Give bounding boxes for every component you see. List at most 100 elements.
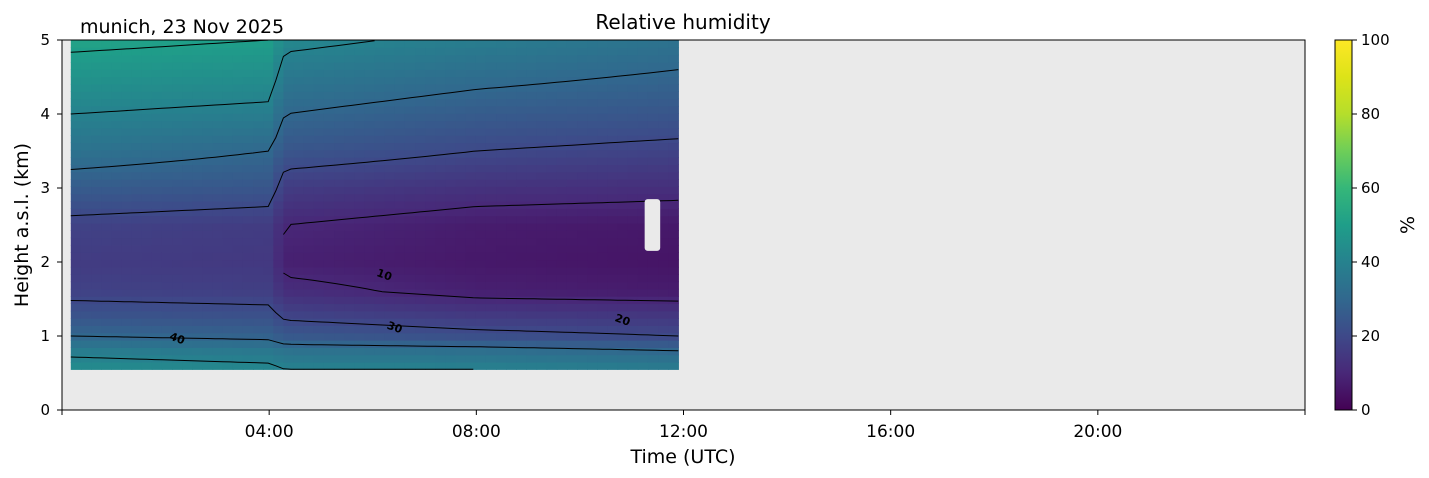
heat-cell <box>394 98 406 107</box>
contour-line <box>70 40 269 53</box>
heat-cell <box>617 135 629 144</box>
heat-cell <box>546 266 558 275</box>
heat-cell <box>151 252 163 261</box>
heat-cell <box>242 230 254 239</box>
heat-cell <box>354 54 366 63</box>
heat-cell <box>536 222 548 231</box>
heat-cell <box>374 91 386 100</box>
heat-cell <box>485 259 497 268</box>
heat-cell <box>394 208 406 217</box>
heat-cell <box>253 303 264 312</box>
heat-cell <box>364 230 376 239</box>
heat-cell <box>263 193 274 202</box>
heat-cell <box>182 288 193 297</box>
heat-cell <box>212 325 224 334</box>
heat-cell <box>546 193 558 202</box>
heat-cell <box>475 354 487 363</box>
heat-cell <box>556 135 568 144</box>
heat-cell <box>475 208 487 217</box>
heat-cell <box>263 354 274 363</box>
heat-cell <box>516 354 528 363</box>
heat-cell <box>384 281 396 290</box>
heat-cell <box>475 274 487 283</box>
heat-cell <box>364 98 376 107</box>
heat-cell <box>222 318 234 326</box>
heat-cell <box>202 186 214 195</box>
heat-cell <box>404 186 416 195</box>
heat-cell <box>425 69 436 78</box>
heat-cell <box>435 47 447 56</box>
heat-cell <box>485 61 497 70</box>
heat-cell <box>627 274 639 283</box>
heat-cell <box>192 281 204 290</box>
heat-cell <box>445 281 457 290</box>
colorbar-label: % <box>1397 216 1419 234</box>
heat-cell <box>668 91 679 100</box>
heat-cell <box>334 281 345 290</box>
heat-cell <box>496 281 507 290</box>
heat-cell <box>404 266 416 275</box>
heat-cell <box>647 340 659 348</box>
heat-cell <box>131 127 143 136</box>
heat-cell <box>668 149 679 158</box>
heat-cell <box>668 47 679 56</box>
heat-cell <box>475 135 487 144</box>
heat-cell <box>536 157 548 165</box>
heat-cell <box>597 215 609 224</box>
heat-cell <box>516 259 528 268</box>
heat-cell <box>242 354 254 363</box>
heat-cell <box>617 113 629 122</box>
heat-cell <box>313 222 325 231</box>
heat-cell <box>506 149 517 158</box>
heat-cell <box>475 120 487 129</box>
heat-cell <box>273 296 285 305</box>
heat-cell <box>303 120 315 129</box>
heat-cell <box>101 252 112 261</box>
heat-cell <box>435 332 447 341</box>
heat-cell <box>91 61 102 70</box>
heat-cell <box>182 105 193 114</box>
heat-cell <box>242 164 254 173</box>
heat-cell <box>131 266 143 275</box>
heat-cell <box>182 40 193 48</box>
heat-cell <box>394 40 406 48</box>
heat-cell <box>577 340 588 348</box>
heat-cell <box>607 171 619 180</box>
x-tick-label: 04:00 <box>245 422 294 442</box>
heat-cell <box>465 222 477 231</box>
heat-cell <box>556 288 568 297</box>
heat-cell <box>465 91 477 100</box>
heat-cell <box>404 113 416 122</box>
heat-cell <box>91 259 102 268</box>
heat-cell <box>475 281 487 290</box>
heat-cell <box>344 244 355 253</box>
heat-cell <box>374 61 386 70</box>
heat-cell <box>556 332 568 341</box>
heat-cell <box>182 54 193 63</box>
heat-cell <box>151 244 163 253</box>
heat-cell <box>435 288 447 297</box>
heat-cell <box>415 164 426 173</box>
heat-cell <box>546 296 558 305</box>
heat-cell <box>334 200 345 209</box>
heat-cell <box>192 361 204 370</box>
heat-cell <box>404 40 416 48</box>
heat-cell <box>121 274 133 283</box>
heat-cell <box>647 135 659 144</box>
heat-cell <box>394 361 406 370</box>
heat-cell <box>485 281 497 290</box>
heat-cell <box>516 69 528 78</box>
heat-cell <box>151 215 163 224</box>
heat-cell <box>647 113 659 122</box>
heat-cell <box>637 347 649 356</box>
heat-cell <box>80 149 92 158</box>
heat-cell <box>334 149 345 158</box>
heat-cell <box>91 281 102 290</box>
heat-cell <box>374 76 386 85</box>
heat-cell <box>202 266 214 275</box>
heat-cell <box>425 296 436 305</box>
heat-cell <box>111 76 123 85</box>
heat-cell <box>202 113 214 122</box>
heat-cell <box>182 127 193 136</box>
heat-cell <box>131 61 143 70</box>
